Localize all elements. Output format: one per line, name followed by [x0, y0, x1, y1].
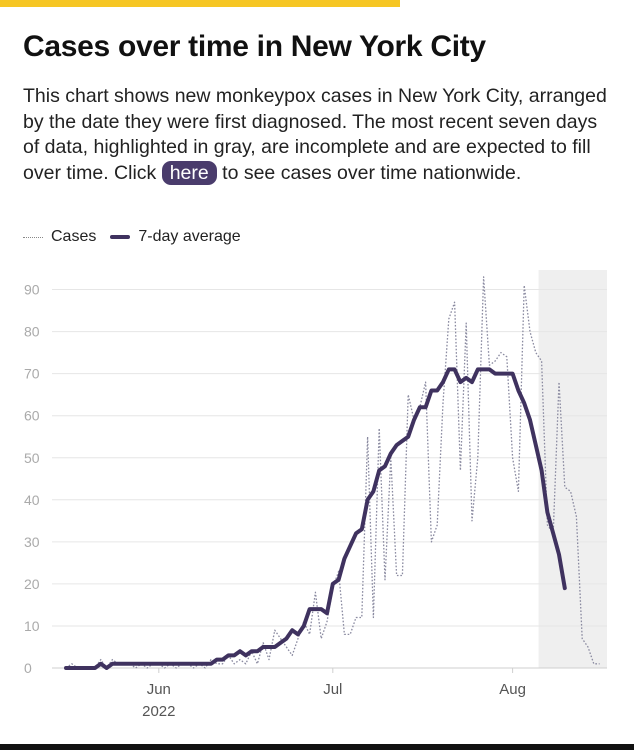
- y-tick-label: 80: [24, 324, 40, 340]
- legend: Cases 7-day average: [23, 228, 241, 250]
- average-legend-label: 7-day average: [138, 228, 241, 245]
- y-tick-label: 0: [24, 660, 32, 676]
- top-accent-bar: [0, 0, 400, 7]
- cases-legend-label: Cases: [51, 228, 97, 245]
- x-tick-sublabel: 2022: [142, 703, 175, 720]
- y-tick-label: 20: [24, 576, 40, 592]
- chart-description: This chart shows new monkeypox cases in …: [23, 84, 613, 186]
- y-tick-label: 40: [24, 492, 40, 508]
- nationwide-link[interactable]: here: [161, 160, 217, 185]
- y-tick-label: 10: [24, 618, 40, 634]
- average-legend-swatch: [110, 235, 131, 239]
- chart-title: Cases over time in New York City: [23, 30, 486, 63]
- y-tick-label: 90: [24, 282, 40, 298]
- seven-day-average-line: [64, 367, 567, 670]
- description-text: This chart shows new monkeypox cases in …: [23, 85, 607, 184]
- x-tick-label: Aug: [499, 681, 526, 698]
- cases-legend-swatch: [23, 236, 43, 238]
- x-tick-label: Jun: [147, 681, 171, 698]
- description-text-end: to see cases over time nationwide.: [216, 161, 522, 184]
- bottom-bar: [0, 744, 634, 750]
- y-tick-label: 70: [24, 366, 40, 382]
- y-tick-label: 30: [24, 534, 40, 550]
- incomplete-data-band: [538, 270, 607, 668]
- cases-line: [65, 276, 600, 669]
- y-tick-label: 50: [24, 450, 40, 466]
- x-tick-label: Jul: [323, 681, 342, 698]
- y-tick-label: 60: [24, 408, 40, 424]
